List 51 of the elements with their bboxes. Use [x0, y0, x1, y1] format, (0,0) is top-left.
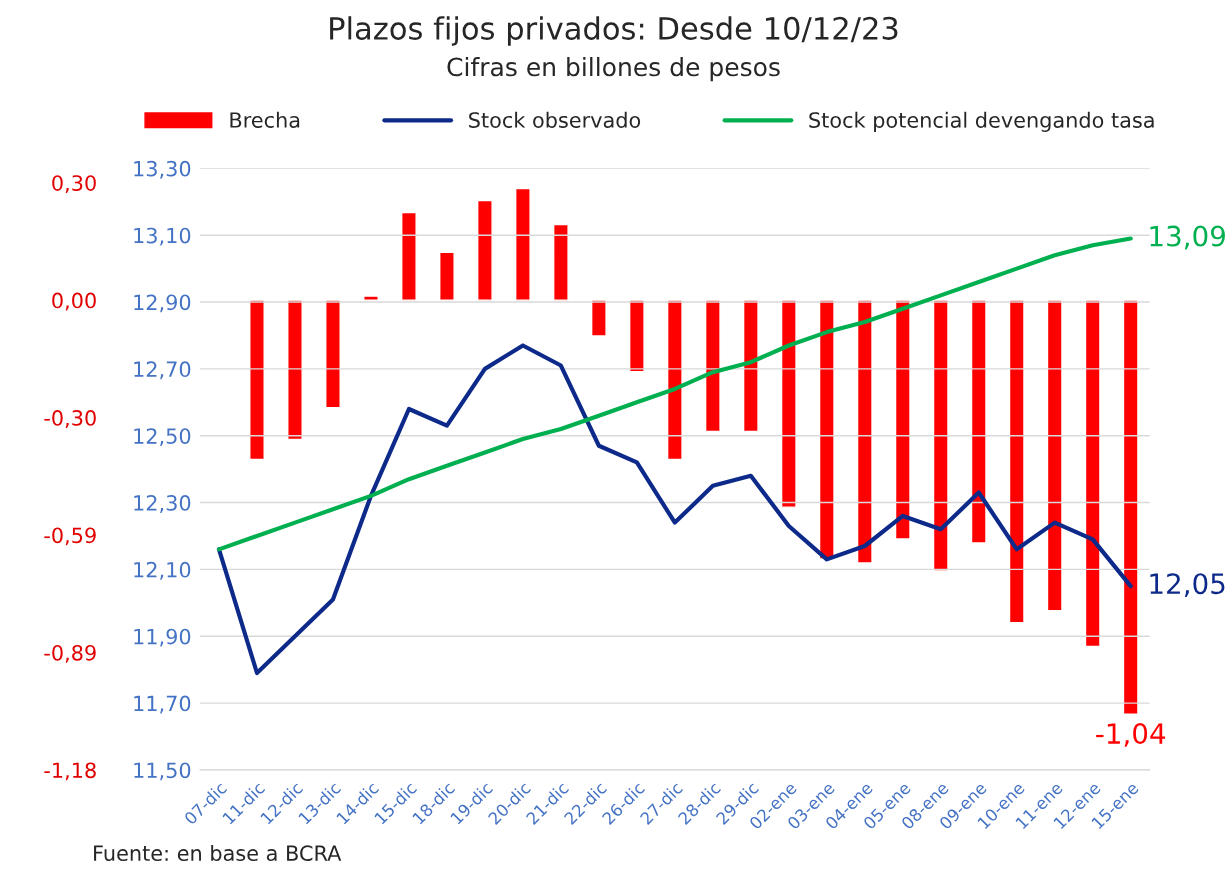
bar: [1008, 299, 1025, 624]
y2-tick-label: 13,30: [134, 160, 191, 179]
y2-tick-label: 12,30: [134, 495, 191, 513]
data-label: -1,04: [1096, 723, 1166, 747]
legend-label: Stock observado: [469, 111, 641, 128]
y2-tick-label: 11,50: [134, 762, 191, 781]
data-label: 13,09: [1150, 225, 1225, 250]
bar: [287, 299, 303, 441]
bar: [780, 299, 797, 508]
y-tick-label: 0,00: [52, 292, 96, 311]
y-tick-label: -0,30: [44, 410, 96, 428]
bar: [476, 199, 493, 301]
y-tick-label: 0,30: [52, 175, 96, 194]
y2-tick-label: 12,90: [134, 294, 191, 313]
y2-tick-label: 13,10: [134, 227, 191, 246]
bar: [439, 251, 455, 301]
bar: [742, 299, 759, 433]
y-tick-label: -0,59: [44, 527, 96, 546]
source-note: Fuente: en base a BCRA: [94, 844, 342, 862]
y-tick-label: -1,18: [44, 762, 96, 781]
bar: [249, 299, 265, 461]
bar: [514, 187, 531, 301]
bar: [1084, 299, 1101, 648]
bar: [363, 295, 379, 301]
line-series: [216, 343, 1133, 676]
bar: [590, 299, 607, 337]
bar: [818, 299, 835, 560]
legend-label: Stock potencial devengando tasa: [809, 111, 1154, 132]
y-tick-label: -0,89: [44, 644, 96, 663]
bar: [325, 299, 341, 409]
chart-title: Plazos fijos privados: Desde 10/12/23: [330, 16, 898, 46]
bar: [932, 299, 949, 572]
y2-tick-label: 12,10: [134, 561, 191, 580]
line-series: [216, 236, 1133, 552]
bar: [1122, 299, 1139, 715]
bar: [894, 299, 911, 540]
bar: [628, 299, 645, 373]
legend-label: Brecha: [230, 111, 300, 128]
chart-subtitle: Cifras en billones de pesos: [447, 57, 780, 82]
bar: [856, 299, 873, 564]
bar: [970, 299, 987, 544]
y2-tick-label: 12,70: [134, 361, 191, 380]
bar: [1046, 299, 1063, 612]
bar: [704, 299, 721, 433]
y2-tick-label: 11,90: [134, 628, 191, 647]
bar: [666, 299, 683, 461]
bar: [401, 211, 417, 301]
bar: [552, 223, 569, 301]
y2-tick-label: 12,50: [134, 428, 191, 447]
data-label: 12,05: [1150, 573, 1225, 598]
y2-tick-label: 11,70: [134, 695, 191, 714]
